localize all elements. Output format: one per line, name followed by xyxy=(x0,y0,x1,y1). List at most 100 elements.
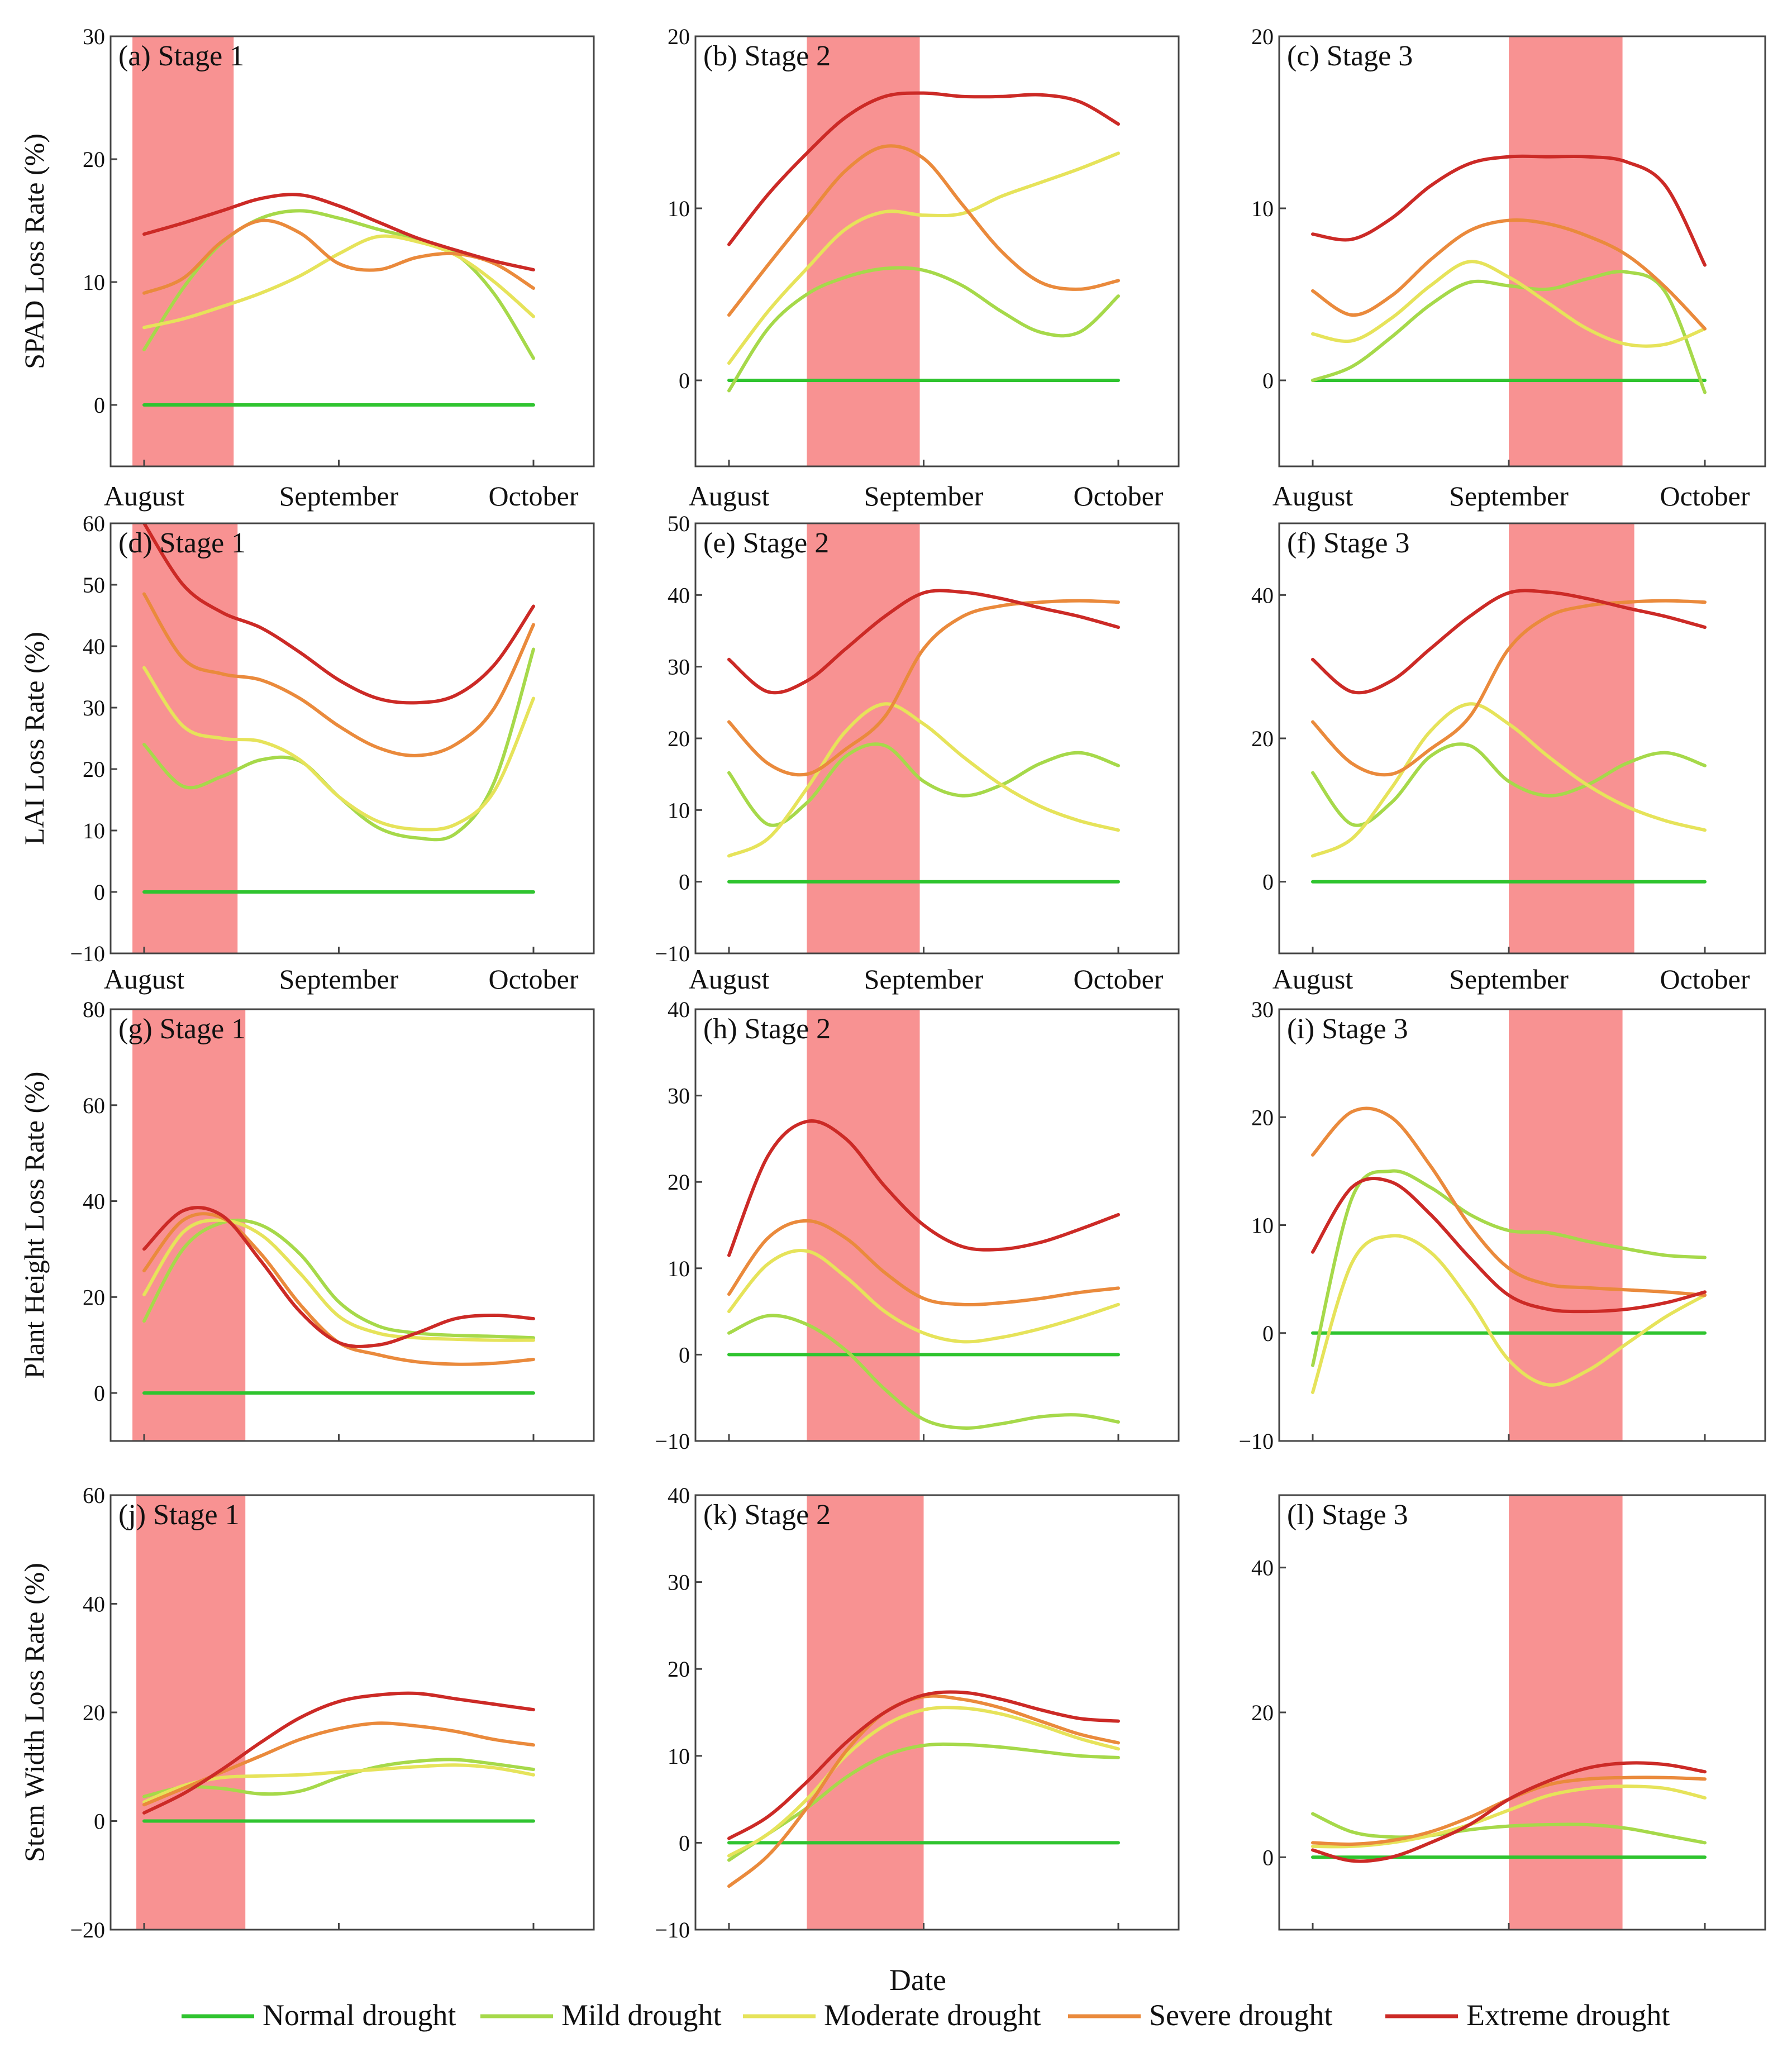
x-tick-label: August xyxy=(1272,963,1353,995)
x-tick-label: October xyxy=(488,480,578,512)
series-line-moderate-drought xyxy=(142,1218,535,1342)
y-tick-label: 0 xyxy=(1262,1845,1274,1870)
drought-period-shade xyxy=(1509,1495,1623,1930)
x-tick-label: October xyxy=(1073,480,1163,512)
y-tick-label: −10 xyxy=(655,1429,690,1454)
y-tick-label: 60 xyxy=(83,511,105,536)
y-tick-label: −10 xyxy=(70,941,105,966)
y-tick-label: 20 xyxy=(668,1657,690,1682)
y-tick-label: 0 xyxy=(679,870,690,895)
y-tick-label: 40 xyxy=(1251,1555,1274,1581)
y-tick-label: 20 xyxy=(83,147,105,172)
y-tick-label: 10 xyxy=(668,1744,690,1769)
drought-period-shade xyxy=(807,1495,924,1930)
panel-title: (d) Stage 1 xyxy=(118,527,246,559)
y-tick-label: 0 xyxy=(1262,368,1274,393)
y-tick-label: 0 xyxy=(1262,1321,1274,1346)
panel-c: 0 10 20 August September October (c) Stage 3 xyxy=(1251,24,1766,512)
x-tick-label: August xyxy=(104,963,185,995)
panel-j: −20 0 20 40 60 (j) Stage 1 Stem Width Loss Rat… xyxy=(18,1483,595,1943)
y-tick-label: 10 xyxy=(668,798,690,823)
panel-title: (b) Stage 2 xyxy=(703,40,831,72)
series-line-extreme-drought xyxy=(1311,1177,1707,1314)
panel-title: (a) Stage 1 xyxy=(118,40,244,72)
series-line-moderate-drought xyxy=(142,234,535,330)
series-line-extreme-drought xyxy=(142,1206,535,1348)
panel-frame xyxy=(109,35,595,467)
y-tick-label: 20 xyxy=(1251,24,1274,49)
y-tick-label: 30 xyxy=(668,1570,690,1595)
series-line-mild-drought xyxy=(727,266,1120,393)
series-line-extreme-drought xyxy=(727,1690,1120,1840)
y-tick-label: 30 xyxy=(668,655,690,680)
x-tick-label: September xyxy=(864,480,984,512)
y-axis-title: Plant Height Loss Rate (%) xyxy=(18,1072,50,1379)
y-tick-label: 20 xyxy=(83,1700,105,1725)
y-tick-label: 10 xyxy=(83,270,105,295)
y-tick-label: 0 xyxy=(1262,870,1274,895)
legend-label: Moderate drought xyxy=(824,1998,1041,2032)
panel-title: (c) Stage 3 xyxy=(1287,40,1413,72)
series-line-mild-drought xyxy=(1311,1812,1707,1845)
y-tick-label: 20 xyxy=(1251,1700,1274,1725)
series-line-moderate-drought xyxy=(1311,702,1707,858)
series-line-extreme-drought xyxy=(727,589,1120,695)
y-tick-label: 40 xyxy=(668,583,690,608)
x-tick-label: August xyxy=(104,480,185,512)
legend-label: Severe drought xyxy=(1149,1998,1332,2032)
series-line-mild-drought xyxy=(142,1758,535,1798)
x-tick-label: September xyxy=(1449,480,1569,512)
y-tick-label: 0 xyxy=(679,1830,690,1855)
panel-frame xyxy=(694,522,1180,954)
y-tick-label: 30 xyxy=(83,24,105,49)
y-tick-label: 20 xyxy=(1251,1105,1274,1130)
series-line-mild-drought xyxy=(727,1742,1120,1862)
legend-label: Mild drought xyxy=(561,1998,722,2032)
series-line-moderate-drought xyxy=(142,666,535,832)
series-line-severe-drought xyxy=(1311,599,1707,777)
y-tick-label: 20 xyxy=(668,1170,690,1195)
y-axis-title: Stem Width Loss Rate (%) xyxy=(18,1563,50,1862)
panel-g: 0 20 40 60 80 (g) Stage 1 Plant Height Loss Ra… xyxy=(18,997,595,1442)
y-tick-label: 10 xyxy=(1251,1213,1274,1238)
panel-frame xyxy=(109,1008,595,1442)
panel-frame xyxy=(694,1008,1180,1442)
panel-title: (j) Stage 1 xyxy=(118,1499,240,1531)
panel-a: 0 10 20 30 August September October (a) Stage 1… xyxy=(18,24,595,512)
panel-e: −10 0 10 20 30 40 50 August September October (e) … xyxy=(655,511,1180,995)
y-tick-label: 40 xyxy=(1251,583,1274,608)
x-tick-label: September xyxy=(279,480,399,512)
y-tick-label: 30 xyxy=(1251,997,1274,1022)
series-line-moderate-drought xyxy=(727,1249,1120,1344)
x-tick-label: October xyxy=(1660,480,1750,512)
series-line-mild-drought xyxy=(1311,270,1707,394)
panel-title: (i) Stage 3 xyxy=(1287,1013,1408,1045)
y-tick-label: 10 xyxy=(668,1256,690,1281)
y-tick-label: 20 xyxy=(83,1285,105,1310)
series-line-severe-drought xyxy=(727,144,1120,317)
x-tick-label: October xyxy=(1073,963,1163,995)
series-line-mild-drought xyxy=(727,1314,1120,1430)
y-tick-label: 20 xyxy=(83,757,105,782)
x-tick-label: August xyxy=(689,963,770,995)
panel-f: 0 20 40 August September October (f) Stage 3 xyxy=(1251,522,1766,995)
series-line-severe-drought xyxy=(727,599,1120,777)
x-tick-label: August xyxy=(689,480,770,512)
y-axis-title: SPAD Loss Rate (%) xyxy=(18,133,50,369)
series-line-extreme-drought xyxy=(142,1691,535,1815)
panel-title: (e) Stage 2 xyxy=(703,527,829,559)
y-tick-label: 0 xyxy=(94,1381,105,1406)
y-tick-label: 20 xyxy=(1251,726,1274,751)
series-line-extreme-drought xyxy=(727,1119,1120,1257)
y-tick-label: 40 xyxy=(668,997,690,1022)
series-line-mild-drought xyxy=(1311,742,1707,827)
y-tick-label: −10 xyxy=(655,1917,690,1943)
x-axis-title: Date xyxy=(889,1963,946,1997)
panel-h: −10 0 10 20 30 40 (h) Stage 2 xyxy=(655,997,1180,1454)
y-tick-label: −10 xyxy=(1238,1429,1274,1454)
legend: Normal drought Mild drought Moderate droug… xyxy=(182,1998,1670,2032)
y-tick-label: 40 xyxy=(668,1483,690,1508)
panel-i: −10 0 10 20 30 (i) Stage 3 xyxy=(1238,997,1766,1454)
